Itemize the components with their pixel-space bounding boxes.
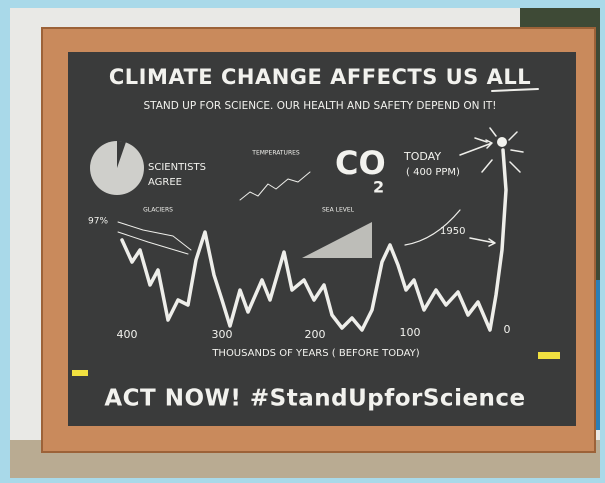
axis-tick-label: 400 (117, 328, 138, 341)
co2-subscript: 2 (373, 178, 384, 197)
axis-label: THOUSANDS OF YEARS ( BEFORE TODAY) (211, 348, 419, 359)
sketch-label: GLACIERS (143, 207, 173, 214)
today-label: TODAY (403, 150, 441, 163)
sticky-note (538, 352, 560, 359)
subtitle: STAND UP FOR SCIENCE. OUR HEALTH AND SAF… (143, 100, 496, 112)
ppm-label: ( 400 PPM) (406, 167, 460, 178)
pie-label: AGREE (148, 177, 182, 188)
co2: CO (335, 144, 386, 182)
today-dot (497, 137, 507, 147)
page: CLIMATE CHANGE AFFECTS US ALL STAND UP F… (0, 0, 605, 483)
pie-percent: 97% (88, 217, 108, 227)
title: CLIMATE CHANGE AFFECTS US ALL (109, 65, 531, 89)
sketch-label: SEA LEVEL (322, 207, 355, 214)
sticky-note (72, 370, 88, 376)
axis-tick-label: 200 (305, 328, 326, 341)
axis-tick-label: 300 (212, 328, 233, 341)
year-label: 1950 (440, 226, 465, 237)
sketch-label: TEMPERATURES (251, 150, 300, 157)
photo: CLIMATE CHANGE AFFECTS US ALL STAND UP F… (0, 0, 605, 483)
axis-tick-label: 0 (504, 323, 511, 336)
axis-tick-label: 100 (400, 326, 421, 339)
footer: ACT NOW! #StandUpforScience (104, 386, 525, 412)
pie-label: SCIENTISTS (148, 162, 206, 173)
